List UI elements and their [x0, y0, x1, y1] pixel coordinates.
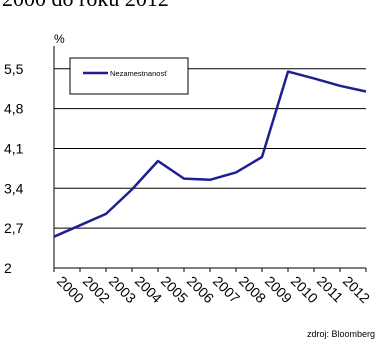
legend-label: Nezamestnanosť [110, 69, 167, 78]
legend-box [69, 57, 189, 95]
x-tick-label: 2003 [106, 273, 139, 306]
x-tick-labels: 2000200220032004200520062007200820092010… [54, 273, 373, 306]
y-tick-label: 4,1 [4, 140, 24, 156]
x-tick-label: 2009 [262, 273, 295, 306]
y-tick-label: 2,7 [4, 220, 24, 236]
series-line [53, 70, 367, 238]
y-tick-label: 3,4 [4, 180, 24, 196]
y-tick-labels: 2 2,7 3,4 4,1 4,8 5,5 [4, 61, 24, 276]
source-note: zdroj: Bloomberg [307, 329, 375, 339]
y-tick-label: 5,5 [4, 61, 24, 77]
series-layer [53, 70, 367, 238]
x-tick-label: 2006 [184, 273, 217, 306]
x-tick-label: 2010 [288, 273, 321, 306]
axes [53, 46, 367, 272]
x-tick-label: 2007 [210, 273, 243, 306]
y-tick-label: 4,8 [4, 101, 24, 117]
y-tick-label: 2 [4, 260, 12, 276]
x-tick-label: 2004 [132, 273, 165, 306]
x-tick-label: 2011 [314, 273, 347, 306]
x-tick-label: 2008 [236, 273, 269, 306]
x-tick-label: 2012 [340, 273, 373, 306]
y-axis-unit: % [54, 32, 65, 46]
x-tick-label: 2005 [158, 273, 191, 306]
chart-heading: 2000 do roku 2012 [2, 0, 169, 11]
x-tick-label: 2002 [80, 273, 113, 306]
legend: Nezamestnanosť [69, 57, 189, 95]
x-tick-label: 2000 [54, 273, 87, 306]
